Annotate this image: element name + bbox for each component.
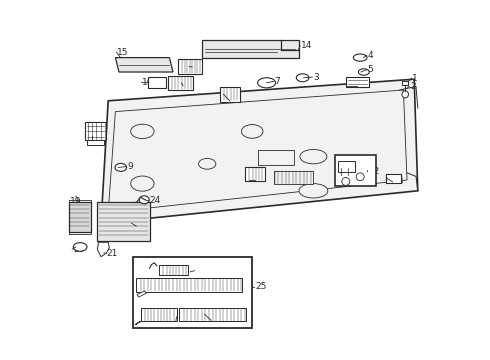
Text: 1: 1 xyxy=(413,74,418,83)
Text: 24: 24 xyxy=(149,197,161,205)
Polygon shape xyxy=(202,40,299,58)
Polygon shape xyxy=(98,242,109,257)
Bar xyxy=(220,87,240,102)
Bar xyxy=(168,76,193,90)
Bar xyxy=(159,265,188,275)
Text: 9: 9 xyxy=(127,162,133,171)
Bar xyxy=(386,174,401,183)
Bar xyxy=(136,278,243,292)
Polygon shape xyxy=(116,58,173,72)
Bar xyxy=(87,140,104,145)
Text: 22: 22 xyxy=(368,167,379,176)
Text: 14: 14 xyxy=(301,41,312,50)
Bar xyxy=(258,150,294,165)
Ellipse shape xyxy=(74,243,87,251)
Bar xyxy=(346,77,369,87)
Bar xyxy=(274,171,314,184)
Ellipse shape xyxy=(356,173,364,181)
Bar xyxy=(245,167,265,181)
Text: 3: 3 xyxy=(314,72,319,81)
Bar xyxy=(402,81,408,85)
Bar xyxy=(85,122,106,140)
Text: 5: 5 xyxy=(368,65,373,74)
Text: 25: 25 xyxy=(255,282,267,291)
Ellipse shape xyxy=(198,158,216,169)
Text: 7: 7 xyxy=(274,77,280,86)
Ellipse shape xyxy=(296,74,309,82)
Bar xyxy=(133,257,252,328)
Text: 2: 2 xyxy=(410,82,416,91)
Polygon shape xyxy=(101,79,418,223)
Ellipse shape xyxy=(353,54,367,61)
Text: 12: 12 xyxy=(212,316,223,325)
Text: 26: 26 xyxy=(176,317,188,325)
Text: 21: 21 xyxy=(107,249,118,258)
Text: 17: 17 xyxy=(184,81,196,90)
Bar xyxy=(179,308,246,321)
Polygon shape xyxy=(69,202,91,232)
Bar xyxy=(148,77,166,88)
Text: 18: 18 xyxy=(193,63,204,72)
Text: 10: 10 xyxy=(86,137,98,146)
Text: 11: 11 xyxy=(231,96,242,105)
Ellipse shape xyxy=(342,177,350,185)
Ellipse shape xyxy=(131,176,154,191)
Text: 13: 13 xyxy=(393,177,405,186)
Text: 6: 6 xyxy=(357,81,363,90)
Text: 23: 23 xyxy=(137,222,148,231)
Ellipse shape xyxy=(139,196,149,204)
Ellipse shape xyxy=(131,124,154,139)
Ellipse shape xyxy=(115,163,126,171)
Text: 20: 20 xyxy=(73,245,84,253)
Text: 16: 16 xyxy=(142,78,153,87)
Text: 27: 27 xyxy=(196,266,207,275)
Ellipse shape xyxy=(242,125,263,138)
Bar xyxy=(338,161,355,172)
Ellipse shape xyxy=(299,184,328,198)
Bar xyxy=(141,308,176,321)
Polygon shape xyxy=(137,291,146,297)
Text: 15: 15 xyxy=(117,48,129,57)
Text: 8: 8 xyxy=(256,175,262,184)
Ellipse shape xyxy=(258,78,275,88)
Ellipse shape xyxy=(358,69,369,75)
Polygon shape xyxy=(98,202,149,241)
Ellipse shape xyxy=(402,91,409,98)
Ellipse shape xyxy=(300,149,327,164)
Bar xyxy=(178,59,202,74)
Text: 4: 4 xyxy=(368,51,373,60)
Bar xyxy=(335,155,376,186)
Text: 19: 19 xyxy=(70,197,81,206)
